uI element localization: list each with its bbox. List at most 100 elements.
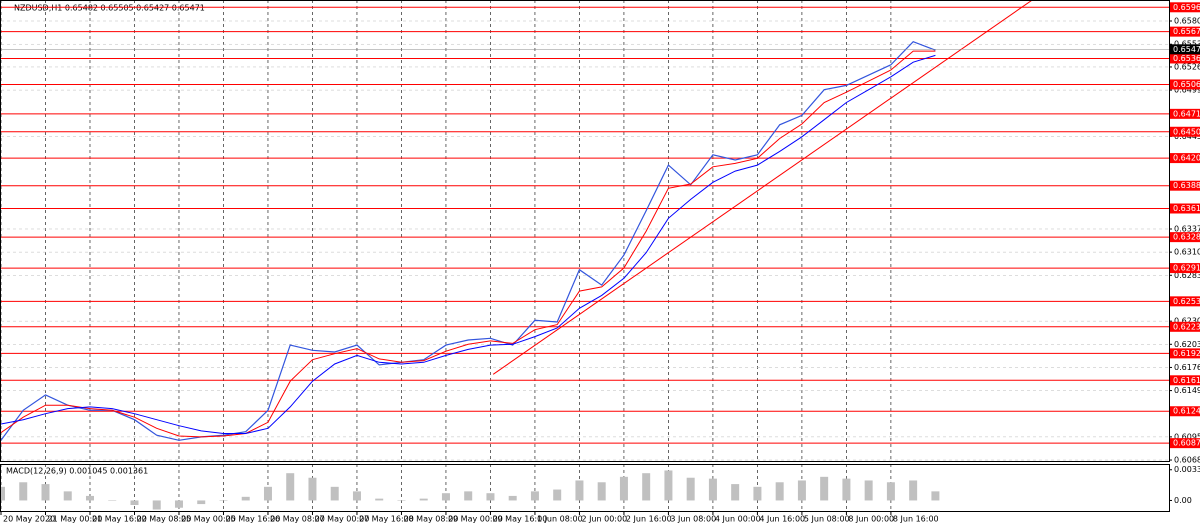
- y-tick-label: 0.64995: [1174, 86, 1200, 95]
- macd-bar: [1, 486, 5, 501]
- level-label-box: [1170, 406, 1200, 417]
- macd-bar: [486, 493, 495, 501]
- macd-bar: [731, 484, 740, 501]
- macd-bar: [820, 476, 829, 501]
- macd-bar: [464, 491, 473, 501]
- macd-bar: [308, 477, 317, 501]
- moving-average: [1, 54, 936, 434]
- macd-bar: [41, 484, 50, 501]
- macd-bar: [864, 480, 873, 501]
- x-tick-label: 8 Jun 16:00: [893, 515, 939, 524]
- level-label-box: [1170, 2, 1200, 13]
- level-label: 0.65677: [1173, 27, 1200, 36]
- level-label-box: [1170, 348, 1200, 359]
- y-tick-label: 0.63105: [1174, 248, 1200, 257]
- trendline: [492, 1, 1032, 375]
- level-label: 0.61249: [1173, 407, 1200, 416]
- level-label-box: [1170, 26, 1200, 37]
- x-tick-label: 21 May 00:00: [47, 515, 102, 524]
- macd-bar: [553, 489, 562, 501]
- level-label-box: [1170, 296, 1200, 307]
- level-label: 0.64202: [1173, 154, 1200, 163]
- macd-bar: [441, 493, 450, 501]
- x-tick-label: 3 Jun 08:00: [670, 515, 716, 524]
- level-label: 0.63614: [1173, 204, 1200, 213]
- main-plot: [1, 1, 1169, 461]
- main-pane: [0, 0, 1170, 462]
- level-label-box: [1170, 153, 1200, 164]
- x-tick-label: 29 May 00:00: [448, 515, 503, 524]
- x-tick-label: 27 May 16:00: [359, 515, 414, 524]
- x-tick-label: 2 Jun 16:00: [626, 515, 672, 524]
- macd-bar: [219, 500, 228, 501]
- macd-bar: [642, 473, 651, 501]
- y-tick-label: 0.63375: [1174, 224, 1200, 233]
- level-label: 0.62919: [1173, 264, 1200, 273]
- macd-bar: [597, 482, 606, 501]
- current-price-box: [1170, 44, 1200, 55]
- x-tick-label: 27 May 00:00: [314, 515, 369, 524]
- macd-bar: [63, 491, 72, 501]
- level-label-box: [1170, 53, 1200, 64]
- x-tick-label: 4 Jun 00:00: [715, 515, 761, 524]
- macd-bar: [508, 495, 517, 501]
- level-label: 0.64718: [1173, 109, 1200, 118]
- price-line: [1, 40, 936, 441]
- macd-bar: [85, 495, 94, 501]
- x-tick-label: 5 Jun 08:00: [804, 515, 850, 524]
- level-label: 0.65961: [1173, 3, 1200, 12]
- macd-plot: [1, 465, 940, 511]
- macd-bar: [931, 491, 940, 501]
- level-label-box: [1170, 180, 1200, 191]
- level-label: 0.65061: [1173, 80, 1200, 89]
- level-label-box: [1170, 126, 1200, 137]
- chart-title: NZDUSD,H1 0.65482 0.65505 0.65427 0.6547…: [14, 4, 205, 13]
- level-label: 0.62531: [1173, 297, 1200, 306]
- macd-bar: [909, 480, 918, 501]
- macd-bar: [130, 500, 139, 505]
- level-label-box: [1170, 438, 1200, 449]
- x-tick-label: 22 May 08:00: [136, 515, 191, 524]
- macd-bar: [753, 486, 762, 501]
- level-label-box: [1170, 108, 1200, 119]
- macd-bar: [664, 470, 673, 501]
- x-tick-label: 25 May 16:00: [225, 515, 280, 524]
- macd-bar: [375, 498, 384, 501]
- level-label-box: [1170, 321, 1200, 332]
- x-tick-label: 4 Jun 16:00: [759, 515, 805, 524]
- macd-tick-label: 0.00: [1174, 496, 1192, 505]
- x-tick-label: 25 May 00:00: [181, 515, 236, 524]
- macd-pane: [0, 464, 1170, 512]
- level-label: 0.64509: [1173, 127, 1200, 136]
- x-tick-label: 8 Jun 00:00: [848, 515, 894, 524]
- macd-bar: [708, 478, 717, 501]
- level-label-box: [1170, 375, 1200, 386]
- macd-bar: [19, 482, 28, 501]
- macd-title: MACD(12,26,9) 0.001045 0.001361: [6, 467, 148, 476]
- current-price-label: 0.65471: [1173, 45, 1200, 54]
- macd-bar: [108, 500, 117, 501]
- x-tick-label: 26 May 08:00: [270, 515, 325, 524]
- macd-bar: [686, 477, 695, 501]
- x-tick-label: 21 May 16:00: [92, 515, 147, 524]
- macd-bar: [286, 473, 295, 501]
- x-tick-label: 29 May 16:00: [492, 515, 547, 524]
- macd-bar: [152, 500, 161, 510]
- y-tick-label: 0.65801: [1174, 17, 1200, 26]
- macd-bar: [397, 500, 406, 501]
- x-tick-label: 28 May 08:00: [403, 515, 458, 524]
- level-label: 0.62234: [1173, 322, 1200, 331]
- y-tick-label: 0.65265: [1174, 62, 1200, 71]
- level-label-box: [1170, 232, 1200, 243]
- macd-bar: [797, 480, 806, 501]
- macd-bar: [775, 482, 784, 501]
- macd-bar: [619, 476, 628, 501]
